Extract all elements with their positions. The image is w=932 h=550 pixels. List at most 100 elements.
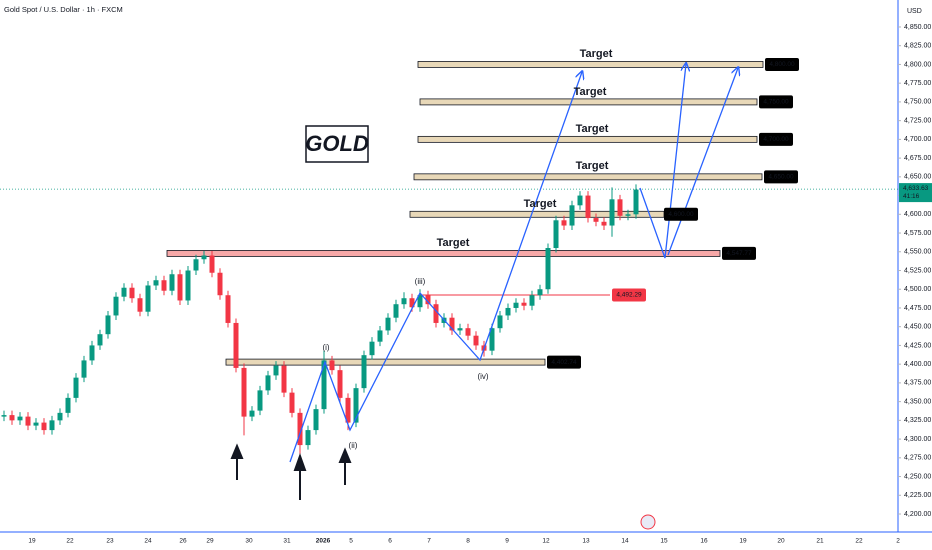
candle-body <box>305 430 311 446</box>
x-tick-label: 12 <box>542 538 550 545</box>
x-tick-label: 2026 <box>316 538 331 545</box>
candle-body <box>161 280 167 291</box>
x-tick-label: 30 <box>245 538 253 545</box>
y-tick-label: 4,250.00 <box>904 473 931 480</box>
candle-body <box>377 330 383 342</box>
candle-body <box>1 415 7 417</box>
price-label: 4,800.00 <box>769 61 795 68</box>
candle-body <box>425 295 431 305</box>
x-tick-label: 2 <box>896 538 900 545</box>
x-tick-label: 23 <box>106 538 114 545</box>
plot <box>0 61 898 455</box>
candle-body <box>569 205 575 226</box>
price-label: 4,402.74 <box>551 359 577 366</box>
candle-body <box>177 274 183 301</box>
price-label-box <box>764 170 798 184</box>
candle-body <box>449 317 455 331</box>
candle-body <box>633 189 639 215</box>
price-label: 4,750.00 <box>763 99 789 106</box>
wave-label: (i) <box>322 343 329 352</box>
price-label-box <box>612 288 646 302</box>
y-tick-label: 4,450.00 <box>904 324 931 331</box>
chart-title: GOLD <box>305 131 369 156</box>
candle-body <box>465 328 471 336</box>
y-tick-label: 4,475.00 <box>904 305 931 312</box>
target-zone <box>166 250 721 257</box>
price-label: 4,650.00 <box>768 174 794 181</box>
candle-body <box>249 410 255 417</box>
arrows <box>230 443 352 500</box>
y-tick-label: 4,375.00 <box>904 380 931 387</box>
candle-body <box>105 315 111 335</box>
x-tick-label: 19 <box>28 538 36 545</box>
candle-body <box>585 195 591 219</box>
symbol: Gold Spot / U.S. Dollar · 1h · FXCM <box>4 5 123 14</box>
candle-body <box>289 392 295 413</box>
candle-body <box>113 296 119 316</box>
wave-line <box>667 68 738 256</box>
price-label: 4,700.00 <box>763 136 789 143</box>
price-label-box <box>759 132 793 146</box>
title-box <box>305 125 369 163</box>
x-tick-label: 5 <box>349 538 353 545</box>
wave-label: (ii) <box>349 441 358 450</box>
candle-body <box>489 328 495 351</box>
y-tick-label: 4,275.00 <box>904 455 931 462</box>
candle-body <box>513 302 519 308</box>
candle-body <box>201 255 207 260</box>
candle-body <box>73 377 79 398</box>
candle-body <box>521 302 527 306</box>
last-price-label: 4,633.63 <box>903 185 929 192</box>
candle-body <box>505 307 511 316</box>
x-tick-label: 20 <box>777 538 785 545</box>
x-tick-label: 22 <box>66 538 74 545</box>
candle-body <box>41 422 47 431</box>
candle-body <box>233 322 239 368</box>
candle-body <box>617 199 623 216</box>
candle-body <box>265 375 271 391</box>
candle-body <box>313 409 319 431</box>
y-tick-label: 4,650.00 <box>904 174 931 181</box>
countdown: 41:16 <box>903 193 920 200</box>
y-tick-label: 4,425.00 <box>904 342 931 349</box>
x-tick-label: 21 <box>816 538 824 545</box>
candle-body <box>225 295 231 323</box>
y-tick-label: 4,575.00 <box>904 230 931 237</box>
x-tick-label: 6 <box>388 538 392 545</box>
y-tick-label: 4,225.00 <box>904 492 931 499</box>
price-label-box <box>765 57 799 71</box>
x-tick-label: 24 <box>144 538 152 545</box>
event-icon <box>640 514 656 530</box>
candle-body <box>457 328 463 331</box>
y-tick-label: 4,600.00 <box>904 211 931 218</box>
candle-body <box>25 416 31 426</box>
candle-body <box>153 280 159 286</box>
candle-body <box>321 360 327 410</box>
candle-body <box>417 295 423 308</box>
candle-body <box>9 415 15 421</box>
y-tick-label: 4,300.00 <box>904 436 931 443</box>
candle-body <box>561 220 567 226</box>
x-tick-label: 8 <box>466 538 470 545</box>
candle-body <box>65 397 71 413</box>
target-text: Target <box>524 198 557 210</box>
candle-body <box>185 270 191 301</box>
candle-body <box>473 335 479 346</box>
x-tick-label: 9 <box>505 538 509 545</box>
target-zone <box>419 98 758 106</box>
y-tick-label: 4,700.00 <box>904 136 931 143</box>
x-tick-label: 19 <box>739 538 747 545</box>
price-label-box <box>759 95 793 109</box>
target-text: Target <box>580 48 613 60</box>
x-tick-label: 26 <box>179 538 187 545</box>
candle-body <box>273 365 279 376</box>
x-tick-label: 14 <box>621 538 629 545</box>
candle-body <box>361 355 367 389</box>
candle-body <box>49 420 55 431</box>
candle-body <box>97 334 103 346</box>
candle-body <box>17 416 23 421</box>
price-label-box <box>547 355 581 369</box>
candle-body <box>209 255 215 273</box>
y-tick-label: 4,850.00 <box>904 24 931 31</box>
candle-body <box>625 214 631 216</box>
